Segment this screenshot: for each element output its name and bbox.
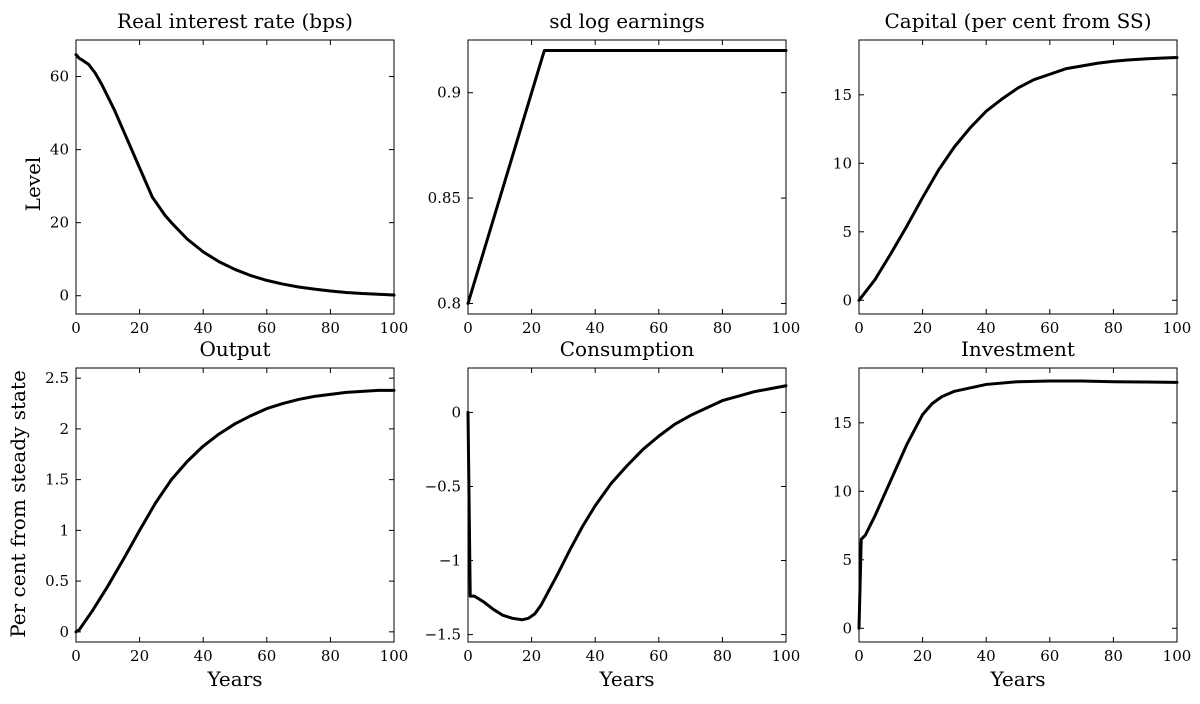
panel-title: sd log earnings bbox=[549, 9, 705, 33]
x-tick-label: 100 bbox=[1163, 319, 1192, 337]
x-tick-label: 100 bbox=[1163, 647, 1192, 665]
series-line-1 bbox=[466, 384, 788, 622]
x-tick-label: 100 bbox=[380, 647, 409, 665]
y-tick-label: −1.5 bbox=[425, 626, 461, 644]
x-axis-label: Years bbox=[989, 667, 1045, 691]
x-tick-label: 0 bbox=[854, 647, 864, 665]
y-tick-label: 15 bbox=[833, 86, 852, 104]
panel-3: Capital (per cent from SS) 0 20 40 60 80 100 0 5… bbox=[833, 9, 1191, 337]
x-tick-label: 80 bbox=[321, 647, 340, 665]
x-tick-label: 20 bbox=[522, 647, 541, 665]
x-tick-label: 0 bbox=[71, 647, 81, 665]
y-tick-label: 5 bbox=[842, 551, 852, 569]
x-tick-label: 80 bbox=[713, 647, 732, 665]
panel-5: Consumption 0 20 40 60 80 100 0 −0.5 −1 −1.5 Years bbox=[425, 337, 801, 691]
x-tick-label: 100 bbox=[772, 319, 801, 337]
x-tick-label: 60 bbox=[1040, 319, 1059, 337]
y-tick-label: 0 bbox=[59, 287, 69, 305]
plot-frame bbox=[858, 39, 1178, 315]
plot-frame bbox=[75, 367, 395, 643]
y-tick-label: 2.5 bbox=[45, 369, 69, 387]
x-tick-label: 0 bbox=[463, 319, 473, 337]
series-line-1 bbox=[74, 388, 396, 634]
y-tick-label: 10 bbox=[833, 154, 852, 172]
y-tick-label: 20 bbox=[50, 214, 69, 232]
y-tick-label: 1 bbox=[59, 521, 69, 539]
row-label-percent-from-steady-state: Per cent from steady state bbox=[6, 370, 30, 638]
y-tick-label: 10 bbox=[833, 482, 852, 500]
x-tick-label: 80 bbox=[321, 319, 340, 337]
panel-title: Output bbox=[199, 337, 270, 361]
series-line-1 bbox=[466, 49, 788, 305]
x-tick-label: 20 bbox=[913, 647, 932, 665]
y-tick-label: 0 bbox=[842, 291, 852, 309]
x-tick-label: 0 bbox=[71, 319, 81, 337]
x-tick-label: 20 bbox=[913, 319, 932, 337]
x-tick-label: 20 bbox=[130, 647, 149, 665]
panel-title: Investment bbox=[961, 337, 1075, 361]
plot-frame bbox=[75, 39, 395, 315]
y-tick-label: 5 bbox=[842, 223, 852, 241]
y-tick-label: 0.85 bbox=[428, 189, 461, 207]
panel-title: Real interest rate (bps) bbox=[117, 9, 353, 33]
plot-frame bbox=[467, 367, 787, 643]
x-tick-label: 40 bbox=[194, 319, 213, 337]
y-tick-label: −0.5 bbox=[425, 477, 461, 495]
plot-frame bbox=[467, 39, 787, 315]
x-tick-label: 40 bbox=[977, 647, 996, 665]
plot-frame bbox=[858, 367, 1178, 643]
x-tick-label: 40 bbox=[977, 319, 996, 337]
y-tick-label: 0 bbox=[451, 403, 461, 421]
y-tick-label: −1 bbox=[439, 552, 461, 570]
x-tick-label: 20 bbox=[130, 319, 149, 337]
y-tick-label: 40 bbox=[50, 141, 69, 159]
x-tick-label: 60 bbox=[649, 647, 668, 665]
panel-2: sd log earnings 0 20 40 60 80 100 0.8 0.85 0.9 bbox=[428, 9, 801, 337]
series-line-1 bbox=[74, 53, 396, 297]
y-tick-label: 2 bbox=[59, 420, 69, 438]
x-tick-label: 80 bbox=[1104, 319, 1123, 337]
x-tick-label: 100 bbox=[772, 647, 801, 665]
x-tick-label: 60 bbox=[257, 647, 276, 665]
y-tick-label: 0.5 bbox=[45, 572, 69, 590]
x-tick-label: 20 bbox=[522, 319, 541, 337]
y-tick-label: 0.9 bbox=[437, 84, 461, 102]
panel-title: Capital (per cent from SS) bbox=[885, 9, 1152, 33]
panel-1: Real interest rate (bps) 0 20 40 60 80 100 0 20 4… bbox=[50, 9, 408, 337]
x-tick-label: 60 bbox=[1040, 647, 1059, 665]
x-tick-label: 0 bbox=[463, 647, 473, 665]
x-tick-label: 60 bbox=[257, 319, 276, 337]
series-line-1 bbox=[857, 56, 1179, 302]
y-tick-label: 1.5 bbox=[45, 471, 69, 489]
x-tick-label: 100 bbox=[380, 319, 409, 337]
y-tick-label: 0.8 bbox=[437, 294, 461, 312]
x-tick-label: 80 bbox=[1104, 647, 1123, 665]
y-tick-label: 0 bbox=[842, 619, 852, 637]
y-tick-label: 60 bbox=[50, 68, 69, 86]
x-tick-label: 40 bbox=[586, 647, 605, 665]
row-label-level: Level bbox=[21, 157, 45, 212]
series-line-1 bbox=[857, 379, 1179, 630]
x-axis-label: Years bbox=[598, 667, 654, 691]
x-tick-label: 0 bbox=[854, 319, 864, 337]
panel-title: Consumption bbox=[560, 337, 695, 361]
y-tick-label: 15 bbox=[833, 414, 852, 432]
x-tick-label: 40 bbox=[194, 647, 213, 665]
chart-panels: Real interest rate (bps)0 20 40 60 80 1000204… bbox=[45, 9, 1191, 691]
x-axis-label: Years bbox=[206, 667, 262, 691]
y-tick-label: 0 bbox=[59, 623, 69, 641]
x-tick-label: 80 bbox=[713, 319, 732, 337]
x-tick-label: 40 bbox=[586, 319, 605, 337]
panel-4: Output 0 20 40 60 80 100 0 0.5 1 1.5 2 2.5 Years bbox=[45, 337, 408, 691]
x-tick-label: 60 bbox=[649, 319, 668, 337]
panel-6: Investment 0 20 40 60 80 100 0 5 10 15 Years bbox=[833, 337, 1191, 691]
